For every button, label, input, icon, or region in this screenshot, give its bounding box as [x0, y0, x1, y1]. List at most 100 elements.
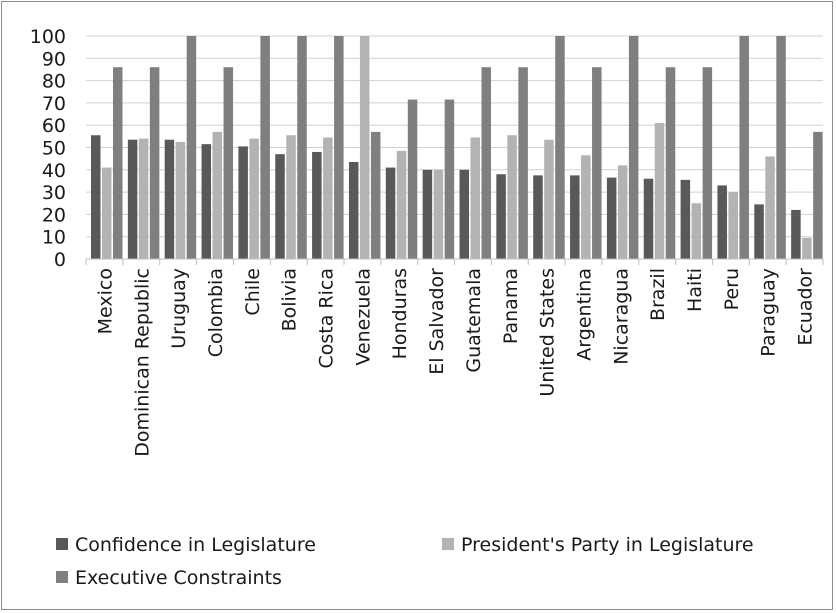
bar [113, 67, 123, 259]
y-tick-label: 60 [42, 115, 66, 137]
bar [518, 67, 528, 259]
x-axis-labels: Mexico Dominican Republic Uruguay Colombia C… [94, 268, 816, 457]
bar [533, 175, 543, 259]
bar [617, 165, 628, 259]
bar [396, 150, 407, 259]
y-tick-label: 0 [54, 249, 66, 271]
bar [91, 135, 101, 259]
legend-label: Executive Constraints [75, 567, 282, 589]
bar [606, 177, 617, 259]
bar [149, 67, 160, 259]
x-tick-label: Bolivia [279, 268, 301, 331]
bar [260, 36, 270, 259]
bar [348, 161, 359, 259]
x-tick-label: Paraguay [758, 268, 780, 357]
bar [813, 131, 823, 259]
x-tick-label: Colombia [205, 268, 227, 357]
x-tick-label: Dominican Republic [131, 268, 153, 457]
bar [312, 151, 322, 259]
x-tick-label: Venezuela [352, 268, 374, 366]
bar [754, 204, 764, 259]
y-tick-label: 50 [42, 138, 66, 160]
y-tick-label: 70 [42, 93, 66, 115]
bar [628, 36, 639, 259]
bar [496, 174, 506, 259]
x-tick-label: Mexico [94, 268, 116, 334]
bar [407, 99, 418, 260]
bar [702, 67, 713, 259]
x-tick-label: Panama [500, 268, 522, 344]
bar [680, 179, 691, 259]
bar [555, 36, 565, 259]
bar [275, 154, 285, 259]
bar [802, 237, 812, 259]
y-tick-label: 10 [42, 227, 66, 249]
x-tick-label: Guatemala [463, 268, 485, 373]
bar [164, 139, 175, 259]
bars [91, 36, 823, 260]
x-tick-label: Chile [242, 268, 264, 316]
x-tick-label: Costa Rica [316, 268, 338, 369]
y-tick-label: 20 [42, 204, 66, 226]
bar [654, 122, 665, 259]
y-tick-label: 80 [42, 71, 66, 93]
x-tick-label: Uruguay [168, 268, 190, 349]
y-tick-label: 40 [42, 160, 66, 182]
bar [665, 67, 676, 259]
bar [791, 209, 801, 259]
x-tick-label: El Salvador [426, 268, 448, 375]
gridlines [86, 35, 823, 238]
bar [286, 135, 296, 259]
legend-swatch [56, 538, 68, 550]
bar [359, 36, 370, 259]
bar [385, 167, 396, 259]
x-tick-label: Ecuador [795, 268, 817, 346]
legend-swatch [56, 571, 68, 583]
bar [739, 36, 749, 259]
x-tick-label: Honduras [389, 268, 411, 359]
bar [481, 67, 491, 259]
bar [201, 144, 212, 259]
legend: Confidence in Legislature President's Par… [56, 534, 754, 589]
bar [570, 175, 580, 259]
bar [691, 203, 702, 259]
bar [297, 36, 307, 259]
y-tick-label: 100 [30, 26, 66, 48]
bar [444, 99, 455, 260]
bar [581, 155, 591, 259]
bar [127, 139, 138, 259]
bar [223, 67, 234, 259]
x-tick-label: Peru [721, 268, 743, 310]
bar [249, 138, 259, 259]
bar [470, 137, 480, 259]
x-tick-label: United States [537, 268, 559, 397]
legend-label: Confidence in Legislature [75, 534, 316, 556]
bar [592, 67, 602, 259]
bar [323, 137, 333, 259]
bar [643, 178, 654, 259]
bar [102, 167, 112, 259]
bar [433, 169, 444, 259]
legend-label: President's Party in Legislature [461, 534, 754, 556]
bar [186, 36, 197, 259]
x-tick-label: Argentina [573, 268, 595, 361]
x-tick-label: Haiti [684, 268, 706, 312]
bar [459, 169, 469, 259]
bar [507, 135, 517, 259]
x-tick-label: Brazil [647, 268, 669, 321]
bar [544, 139, 554, 259]
bar [370, 131, 381, 259]
bar [728, 192, 738, 259]
bar [238, 146, 248, 259]
x-tick-label: Nicaragua [610, 268, 632, 365]
y-tick-label: 90 [42, 48, 66, 70]
x-axis [85, 258, 824, 265]
bar [717, 185, 727, 259]
bar [334, 36, 344, 259]
bar [422, 169, 433, 259]
legend-swatch [442, 538, 454, 550]
bar [138, 138, 149, 259]
bar [175, 141, 186, 259]
y-tick-label: 30 [42, 182, 66, 204]
